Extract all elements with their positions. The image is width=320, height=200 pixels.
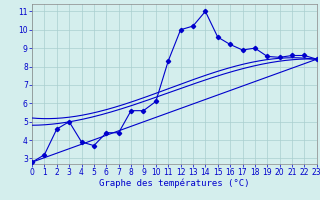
X-axis label: Graphe des températures (°C): Graphe des températures (°C)	[99, 179, 250, 188]
